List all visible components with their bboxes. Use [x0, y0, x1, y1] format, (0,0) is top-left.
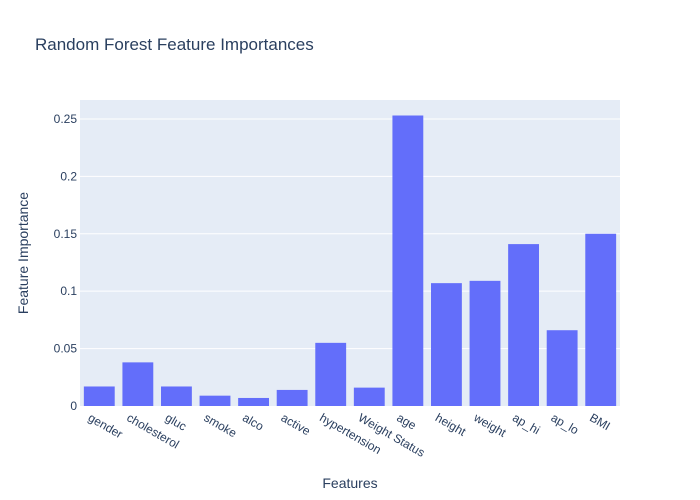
x-tick-label: ap_lo: [549, 410, 582, 437]
x-tick-label: age: [394, 410, 419, 432]
y-tick-label: 0.1: [60, 284, 77, 298]
x-tick-label: alco: [240, 410, 266, 433]
x-tick-label: BMI: [587, 410, 612, 433]
bar: [546, 330, 578, 406]
y-tick-label: 0.25: [54, 112, 78, 126]
bar: [161, 386, 192, 406]
bar: [392, 115, 424, 406]
y-axis-title: Feature Importance: [15, 192, 31, 314]
bar: [276, 389, 308, 406]
bar: [315, 342, 347, 406]
bar: [431, 283, 462, 406]
x-tick-label: active: [279, 410, 313, 438]
bar: [238, 397, 269, 406]
y-axis-ticks: 0 0.05 0.1 0.15 0.2 0.25: [54, 112, 78, 413]
x-tick-label: ap_hi: [510, 410, 542, 437]
y-tick-label: 0.2: [60, 169, 77, 183]
bar: [585, 233, 617, 406]
x-tick-label: gender: [86, 410, 125, 441]
x-tick-label: height: [433, 410, 469, 439]
bar: [469, 280, 501, 406]
bar: [83, 386, 115, 406]
bar: [508, 244, 539, 406]
x-axis-title: Features: [322, 475, 377, 491]
y-tick-label: 0.15: [54, 227, 78, 241]
bar: [353, 387, 385, 406]
bar: [199, 395, 231, 406]
y-tick-label: 0: [70, 399, 77, 413]
bars: [83, 115, 617, 406]
chart-title: Random Forest Feature Importances: [35, 35, 314, 54]
x-tick-label: smoke: [202, 410, 240, 440]
bar: [122, 362, 154, 406]
y-tick-label: 0.05: [54, 342, 78, 356]
x-tick-label: weight: [471, 410, 509, 440]
